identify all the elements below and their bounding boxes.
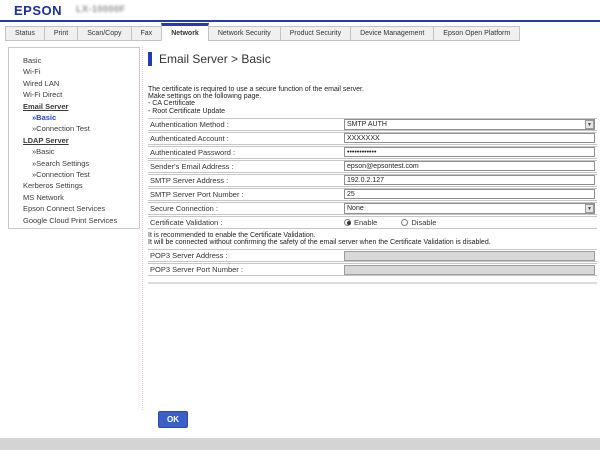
sidebar-item-basic[interactable]: »Basic [32, 147, 55, 157]
smtp-server-port-number-input[interactable] [344, 189, 595, 200]
authenticated-account-input[interactable] [344, 133, 595, 144]
pop3-server-port-number-label: POP3 Server Port Number : [150, 265, 243, 275]
sidebar-item-google-cloud-print-services[interactable]: Google Cloud Print Services [23, 215, 118, 225]
tab-scan-copy[interactable]: Scan/Copy [77, 26, 132, 41]
intro-line: Make settings on the following page. [148, 93, 262, 101]
senders-email-address-input[interactable] [344, 161, 595, 172]
smtp-settings-table: Authentication Method : SMTP AUTH ▼ Authent… [148, 117, 597, 229]
sidebar-item-wi-fi-direct[interactable]: Wi-Fi Direct [23, 90, 63, 100]
tab-product-security[interactable]: Product Security [279, 26, 352, 41]
senders-email-address-label: Sender's Email Address : [150, 161, 234, 171]
row-smtp-server-port-number: SMTP Server Port Number : [148, 187, 597, 201]
title-accent-bar [148, 51, 152, 66]
row-secure-connection: Secure Connection : None ▼ [148, 201, 597, 215]
secure-connection-label: Secure Connection : [150, 203, 218, 213]
note-line: It will be connected without confirming … [148, 239, 491, 247]
authentication-method-select[interactable]: SMTP AUTH ▼ [344, 118, 595, 130]
row-authentication-method: Authentication Method : SMTP AUTH ▼ [148, 117, 597, 131]
row-pop3-server-address: POP3 Server Address : [148, 249, 597, 263]
row-pop3-server-port-number: POP3 Server Port Number : [148, 263, 597, 277]
authenticated-password-label: Authenticated Password : [150, 147, 236, 157]
sidebar-item-basic[interactable]: Basic [23, 56, 42, 65]
row-authenticated-account: Authenticated Account : [148, 131, 597, 145]
tab-fax[interactable]: Fax [130, 26, 163, 41]
certificate-validation-disable-radio[interactable]: Disable [401, 218, 436, 227]
authenticated-password-input[interactable] [344, 147, 595, 158]
certificate-validation-enable-radio[interactable]: Enable [344, 218, 377, 227]
sidebar-nav: Basic Wi-Fi Wired LAN Wi-Fi Direct Email Ser… [8, 47, 140, 229]
header-divider [0, 20, 600, 22]
certificate-validation-control: Enable Disable [344, 218, 597, 227]
sidebar-item-ldap-server[interactable]: LDAP Server [23, 135, 69, 145]
tab-network[interactable]: Network [161, 23, 209, 41]
bottom-strip [0, 438, 600, 450]
sidebar-item-ms-network[interactable]: MS Network [23, 192, 64, 202]
authenticated-account-label: Authenticated Account : [150, 133, 229, 143]
radio-icon[interactable] [401, 218, 409, 226]
radio-icon[interactable] [344, 218, 351, 226]
pop3-server-address-label: POP3 Server Address : [150, 251, 228, 261]
sidebar-item-email-server[interactable]: Email Server [23, 101, 69, 111]
model-name: LX-10000F [76, 4, 126, 14]
smtp-server-port-number-label: SMTP Server Port Number : [150, 189, 244, 199]
row-senders-email-address: Sender's Email Address : [148, 159, 597, 173]
main-content: Email Server > Basic The certificate is … [148, 47, 597, 428]
authenticated-account-control [344, 133, 597, 144]
page-title-row: Email Server > Basic [148, 51, 597, 66]
tab-print[interactable]: Print [43, 26, 79, 41]
intro-line: The certificate is required to use a sec… [148, 86, 364, 93]
smtp-server-address-label: SMTP Server Address : [150, 175, 229, 185]
sidebar-item-basic[interactable]: »Basic [32, 113, 57, 123]
sidebar-item-wi-fi[interactable]: Wi-Fi [23, 67, 41, 77]
authentication-method-value: SMTP AUTH [347, 120, 387, 128]
pop3-server-address-input [344, 250, 595, 261]
intro-line: - CA Certificate [148, 100, 196, 108]
tab-epson-open-platform[interactable]: Epson Open Platform [433, 26, 521, 41]
certificate-validation-radio-group: Enable Disable [344, 218, 436, 227]
certificate-validation-disable-label: Disable [411, 217, 437, 227]
chevron-down-icon[interactable]: ▼ [585, 203, 594, 213]
pop3-settings-table: POP3 Server Address : POP3 Server Port Nu… [148, 249, 597, 277]
row-authenticated-password: Authenticated Password : [148, 145, 597, 159]
intro-text: The certificate is required to use a sec… [148, 86, 597, 115]
sidebar-item-connection-test[interactable]: »Connection Test [32, 124, 90, 134]
smtp-server-port-number-control [344, 189, 597, 200]
authentication-method-control: SMTP AUTH ▼ [344, 118, 597, 130]
page-title: Email Server > Basic [159, 51, 271, 66]
secure-connection-control: None ▼ [344, 202, 597, 214]
authenticated-password-control [344, 147, 597, 158]
tab-network-security[interactable]: Network Security [207, 26, 281, 41]
sidebar-item-kerberos-settings[interactable]: Kerberos Settings [23, 181, 83, 191]
sidebar-item-wired-lan[interactable]: Wired LAN [23, 78, 60, 88]
sidebar-item-epson-connect-services[interactable]: Epson Connect Services [23, 204, 106, 214]
pop3-server-port-number-input [344, 264, 595, 275]
intro-line: - Root Certificate Update [148, 107, 226, 115]
authentication-method-label: Authentication Method : [150, 119, 229, 129]
certificate-validation-enable-label: Enable [354, 217, 378, 227]
note-line: It is recommended to enable the Certific… [148, 231, 316, 239]
section-end-divider [148, 282, 597, 285]
senders-email-address-control [344, 161, 597, 172]
tab-bar: Status Print Scan/Copy Fax Network Network Se… [5, 23, 600, 41]
pop3-server-port-number-control [344, 264, 597, 275]
sidebar-content-divider [142, 47, 143, 410]
smtp-server-address-control [344, 175, 597, 186]
smtp-server-address-input[interactable] [344, 175, 595, 186]
chevron-down-icon[interactable]: ▼ [585, 119, 594, 129]
sidebar-item-connection-test[interactable]: »Connection Test [32, 170, 90, 180]
secure-connection-value: None [347, 204, 364, 212]
sidebar-item-search-settings[interactable]: »Search Settings [32, 158, 90, 168]
tab-status[interactable]: Status [5, 26, 45, 41]
secure-connection-select[interactable]: None ▼ [344, 202, 595, 214]
row-smtp-server-address: SMTP Server Address : [148, 173, 597, 187]
ok-button[interactable]: OK [158, 411, 188, 428]
certificate-validation-notes: It is recommended to enable the Certific… [148, 232, 597, 246]
certificate-validation-label: Certificate Validation : [150, 217, 223, 227]
pop3-server-address-control [344, 250, 597, 261]
row-certificate-validation: Certificate Validation : Enable Disable [148, 215, 597, 229]
epson-logo: EPSON [14, 3, 63, 18]
tab-device-management[interactable]: Device Management [350, 26, 435, 41]
